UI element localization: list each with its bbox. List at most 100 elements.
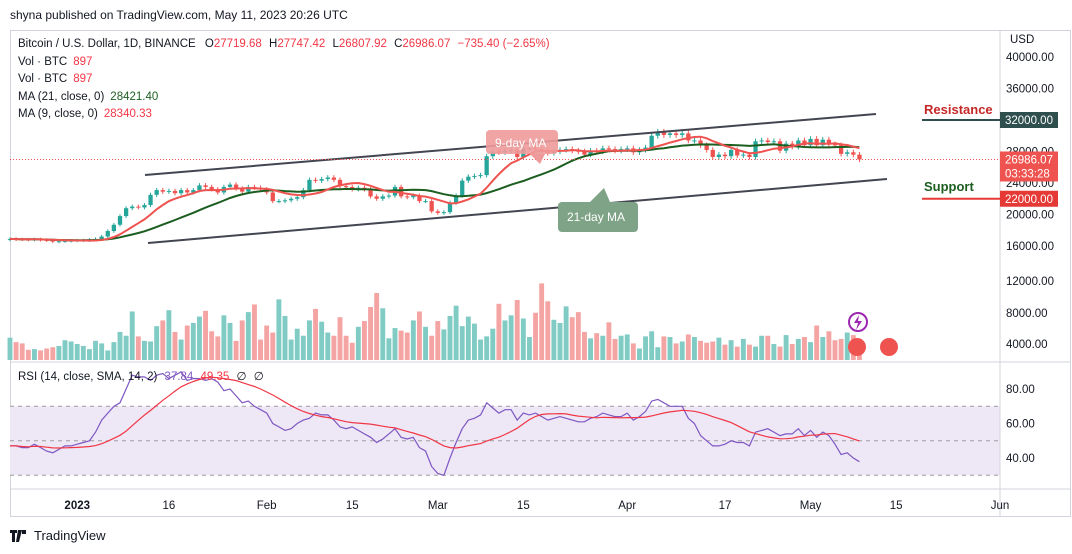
volume-bar — [563, 306, 569, 360]
candle-body — [686, 133, 691, 141]
candle-body — [814, 138, 819, 146]
volume-bar — [783, 335, 789, 360]
volume-bar — [172, 331, 178, 360]
rsi-line — [10, 371, 860, 477]
candle-body — [197, 185, 202, 191]
legend-symbol: Bitcoin / U.S. Dollar, 1D, BINANCE — [18, 38, 196, 50]
candle-body — [227, 184, 233, 187]
candle-body — [417, 195, 422, 202]
volume-bar — [508, 315, 514, 360]
volume-bar — [582, 331, 587, 360]
time-axis-label: May — [800, 500, 822, 512]
candle-body — [270, 192, 275, 202]
volume-bar — [87, 349, 92, 360]
volume-bar — [759, 335, 765, 360]
volume-bar — [129, 311, 135, 360]
candle-body — [692, 140, 697, 142]
ma9-callout-box — [486, 130, 558, 154]
candle-body — [759, 140, 764, 142]
volume-bar — [276, 299, 282, 360]
volume-bar — [740, 338, 746, 360]
volume-bar — [166, 310, 172, 360]
lightning-event-icon — [848, 312, 868, 332]
publisher-line: shyna published on TradingView.com, May … — [10, 8, 348, 22]
volume-bar — [325, 332, 331, 360]
legend-open: 27719.68 — [213, 38, 262, 50]
volume-bar — [643, 336, 648, 360]
footer-brand[interactable]: TradingView — [10, 528, 106, 543]
volume-bar — [62, 340, 68, 360]
candle-body — [307, 179, 312, 191]
candle-body — [319, 179, 324, 181]
candle-body — [178, 190, 184, 194]
candle-body — [771, 141, 777, 143]
volume-bar — [826, 331, 832, 360]
price-tag-last-label: 26986.07 — [1005, 154, 1053, 166]
volume-bar — [539, 283, 545, 360]
candle-body — [460, 180, 465, 196]
candle-body — [374, 196, 379, 199]
candle-body — [710, 149, 715, 158]
volume-bar — [673, 343, 679, 360]
volume-bar — [649, 331, 655, 360]
price-tag-countdown-label: 03:33:28 — [1005, 168, 1050, 180]
volume-bar — [490, 328, 496, 360]
volume-bar — [777, 346, 783, 360]
candle-body — [625, 148, 630, 150]
volume-bar — [630, 343, 636, 360]
candle-body — [142, 205, 147, 208]
candle-body — [747, 154, 752, 158]
candle-body — [649, 135, 654, 148]
volume-bar — [734, 346, 740, 360]
price-axis-tick: 8000.00 — [1006, 308, 1048, 320]
candle-body — [136, 206, 141, 208]
volume-bar — [667, 337, 673, 360]
volume-bar — [227, 322, 233, 360]
volume-bar — [710, 341, 716, 360]
volume-bar — [50, 347, 56, 360]
rsi-sma-line — [10, 376, 860, 449]
volume-bar — [203, 310, 208, 360]
volume-bar — [80, 345, 86, 360]
legend-ma9-row: MA (9, close, 0) 28340.33 — [18, 106, 550, 124]
candle-body — [838, 145, 844, 154]
candle-body — [380, 196, 385, 199]
volume-bar — [190, 322, 196, 360]
candle-body — [313, 179, 318, 181]
candle-body — [820, 139, 825, 146]
candle-body — [398, 186, 404, 197]
candle-body — [832, 144, 838, 146]
currency-label[interactable]: USD — [1010, 34, 1035, 46]
candle-body — [343, 186, 349, 188]
candle-body — [386, 195, 392, 197]
legend-high: 27747.42 — [277, 38, 326, 50]
legend-ma21: 28421.40 — [110, 90, 159, 103]
volume-bar — [331, 335, 337, 360]
candle-body — [453, 195, 459, 203]
candle-body — [191, 190, 196, 193]
volume-bar — [747, 344, 752, 360]
rsi-legend-value: 37.84 — [164, 371, 194, 383]
resistance-label: Resistance — [924, 102, 993, 117]
legend-change: −735.40 (−2.65%) — [457, 38, 550, 50]
legend-symbol-row: Bitcoin / U.S. Dollar, 1D, BINANCE O2771… — [18, 36, 550, 54]
price-axis-tick: 4000.00 — [1006, 339, 1048, 351]
candle-body — [698, 140, 703, 146]
volume-bar — [692, 337, 697, 360]
volume-bar — [789, 344, 795, 360]
volume-bar — [380, 308, 386, 360]
volume-bar — [771, 344, 777, 360]
price-axis-tick: 20000.00 — [1006, 210, 1054, 222]
volume-bar — [233, 340, 239, 360]
volume-bar — [38, 350, 43, 360]
volume-bar — [362, 321, 367, 360]
candle-body — [185, 190, 190, 193]
us-flag-event-icon-2 — [880, 338, 898, 356]
candle-body — [484, 156, 489, 176]
volume-bar — [239, 320, 245, 360]
support-label: Support — [924, 179, 974, 194]
candle-body — [148, 194, 153, 206]
legend-close: 26986.07 — [402, 38, 451, 50]
legend-ma9-label: MA (9, close, 0) — [18, 108, 98, 121]
